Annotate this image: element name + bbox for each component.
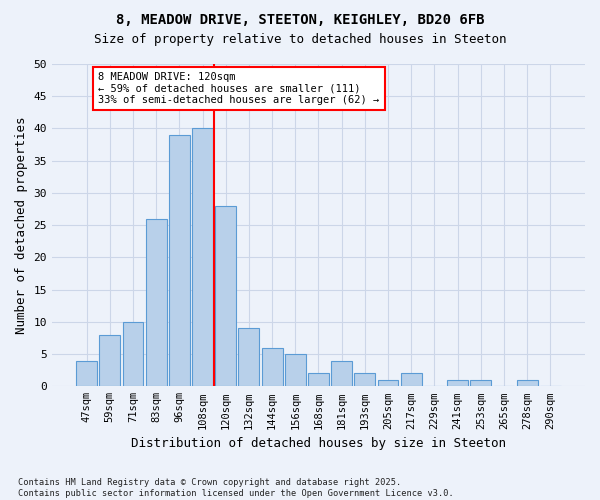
Bar <box>100 334 120 386</box>
Bar <box>76 360 97 386</box>
Bar <box>215 206 236 386</box>
Bar <box>285 354 306 386</box>
Bar <box>169 135 190 386</box>
Bar <box>401 374 422 386</box>
Bar <box>192 128 213 386</box>
Bar <box>331 360 352 386</box>
Text: 8, MEADOW DRIVE, STEETON, KEIGHLEY, BD20 6FB: 8, MEADOW DRIVE, STEETON, KEIGHLEY, BD20… <box>116 12 484 26</box>
Text: 8 MEADOW DRIVE: 120sqm
← 59% of detached houses are smaller (111)
33% of semi-de: 8 MEADOW DRIVE: 120sqm ← 59% of detached… <box>98 72 379 105</box>
Bar <box>447 380 468 386</box>
Text: Contains HM Land Registry data © Crown copyright and database right 2025.
Contai: Contains HM Land Registry data © Crown c… <box>18 478 454 498</box>
Bar <box>308 374 329 386</box>
Y-axis label: Number of detached properties: Number of detached properties <box>15 116 28 334</box>
Bar <box>122 322 143 386</box>
Bar <box>238 328 259 386</box>
Bar <box>262 348 283 387</box>
Text: Size of property relative to detached houses in Steeton: Size of property relative to detached ho… <box>94 32 506 46</box>
Bar <box>377 380 398 386</box>
Bar <box>146 218 167 386</box>
Bar <box>470 380 491 386</box>
Bar <box>355 374 375 386</box>
X-axis label: Distribution of detached houses by size in Steeton: Distribution of detached houses by size … <box>131 437 506 450</box>
Bar <box>517 380 538 386</box>
